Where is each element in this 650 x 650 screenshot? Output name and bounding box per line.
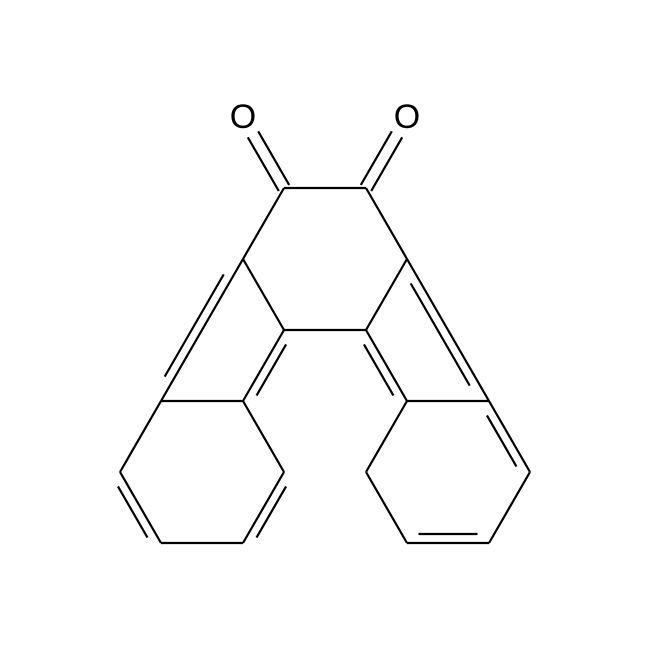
bond-line [243, 472, 284, 543]
bond-line [120, 472, 161, 543]
bond-line [366, 472, 407, 543]
bond-line [120, 401, 161, 472]
bond-line [258, 131, 289, 185]
bond-line [165, 274, 224, 376]
bond-line [411, 283, 470, 385]
bond-line [248, 137, 279, 191]
bond-line [366, 401, 407, 472]
bond-line [366, 330, 407, 401]
bond-line [407, 259, 489, 401]
bond-line [371, 137, 402, 191]
bond-line [361, 131, 392, 185]
bond-line [243, 188, 284, 259]
bond-line [489, 401, 530, 472]
atom-label-O1: O [230, 98, 256, 136]
bond-line [366, 188, 407, 259]
bond-line [366, 259, 407, 330]
atom-label-O2: O [394, 98, 420, 136]
bond-line [489, 472, 530, 543]
bond-line [243, 330, 284, 401]
bond-line [161, 259, 243, 401]
bond-line [243, 401, 284, 472]
bond-line [243, 259, 284, 330]
molecule-diagram: OO [0, 0, 650, 650]
